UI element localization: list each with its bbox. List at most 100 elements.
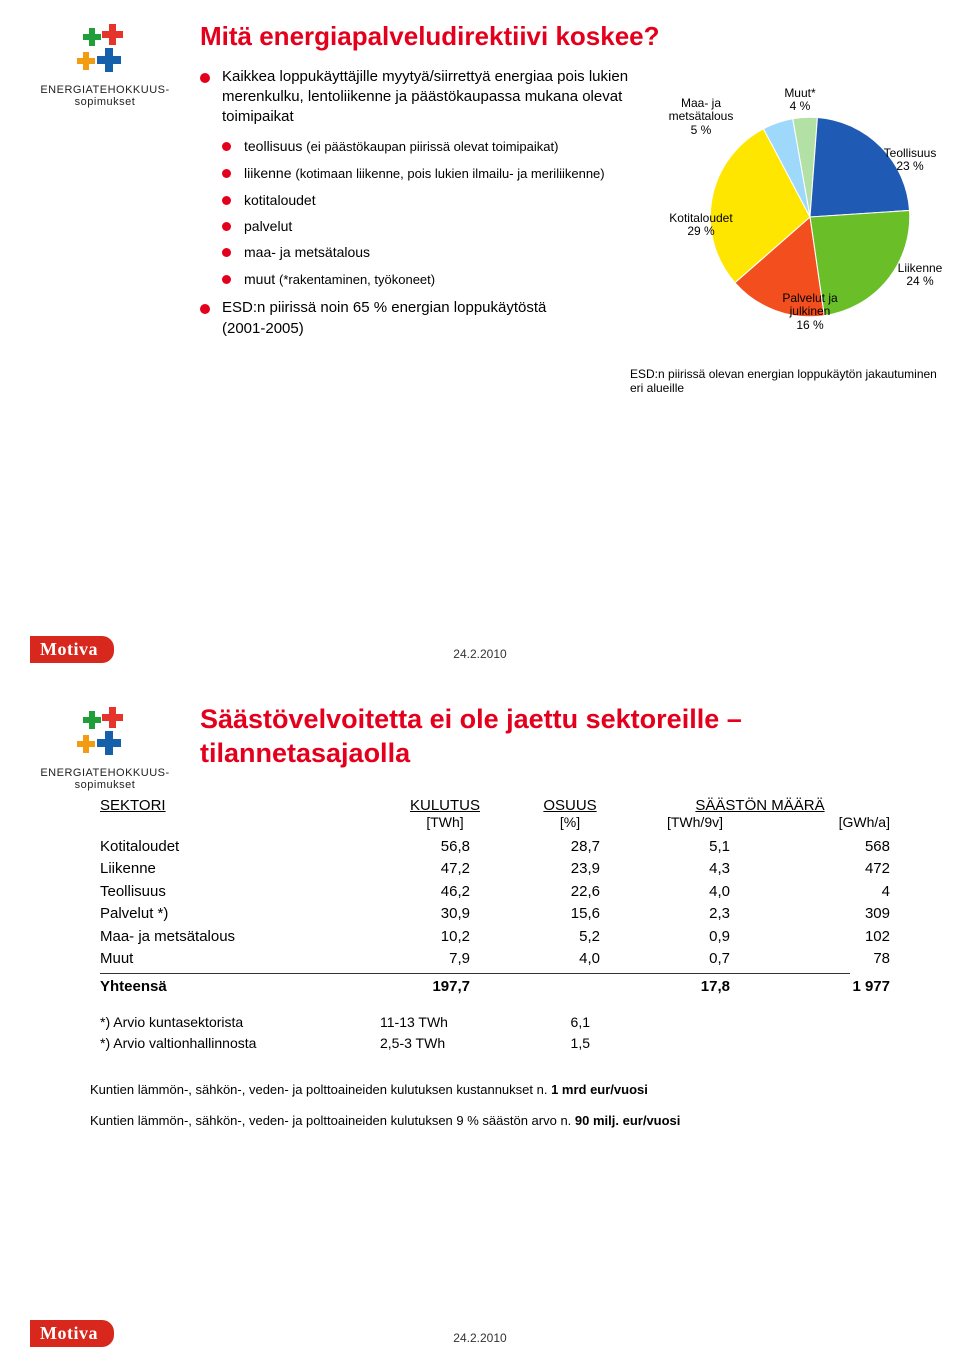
pie-label-mm-text: Maa- jametsätalous5 % <box>669 96 734 138</box>
table-cell: 10,2 <box>380 926 510 949</box>
sub-muut: muut (*rakentaminen, työkoneet) <box>222 270 630 289</box>
unit-gwha: [GWh/a] <box>760 814 890 830</box>
plus-logo-icon <box>69 20 141 80</box>
unit-pct: [%] <box>510 814 630 830</box>
bullet-intro-text: Kaikkea loppukäyttäjille myytyä/siirrett… <box>222 68 628 126</box>
table-cell: 102 <box>760 926 890 949</box>
sub-palvelut: palvelut <box>222 217 630 235</box>
footer-date: 24.2.2010 <box>453 647 506 661</box>
pie-label-teo: Teollisuus23 % <box>870 147 950 175</box>
footnote-row: *) Arvio valtionhallinnosta2,5-3 TWh1,5 <box>100 1033 930 1054</box>
sub-liikenne-paren: (kotimaan liikenne, pois lukien ilmailu-… <box>295 166 604 181</box>
table-row: Liikenne47,223,94,3472 <box>100 858 920 881</box>
footnote-row: *) Arvio kuntasektorista11-13 TWh6,1 <box>100 1012 930 1033</box>
table-cell: Muut <box>100 948 380 971</box>
brand-text-1b: ENERGIATEHOKKUUS- <box>30 767 180 779</box>
table-cell: 47,2 <box>380 858 510 881</box>
note-2: Kuntien lämmön-, sähkön-, veden- ja polt… <box>90 1113 930 1128</box>
table-cell: Maa- ja metsätalous <box>100 926 380 949</box>
total-osuus <box>510 976 630 999</box>
slide-2: ENERGIATEHOKKUUS- sopimukset Säästövelvo… <box>0 683 960 1367</box>
footnote-val2: 1,5 <box>510 1033 590 1054</box>
table-cell: 2,3 <box>630 903 760 926</box>
table-cell: 15,6 <box>510 903 630 926</box>
pie-label-lii-text: Liikenne24 % <box>898 261 943 289</box>
pie-label-pal: Palvelut jajulkinen16 % <box>765 292 855 333</box>
pie-label-lii: Liikenne24 % <box>880 262 960 290</box>
footnote-label: *) Arvio kuntasektorista <box>100 1012 380 1033</box>
table-cell: 30,9 <box>380 903 510 926</box>
table-cell: 309 <box>760 903 890 926</box>
table-cell: 568 <box>760 836 890 859</box>
table-row: Muut7,94,00,778 <box>100 948 920 971</box>
total-twh9v: 17,8 <box>630 976 760 999</box>
sub-maa-metsa: maa- ja metsätalous <box>222 243 630 261</box>
table-cell: 28,7 <box>510 836 630 859</box>
slide1-body: Kaikkea loppukäyttäjille myytyä/siirrett… <box>200 67 930 407</box>
note-1-bold: 1 mrd eur/vuosi <box>551 1082 648 1097</box>
table-divider <box>100 973 850 974</box>
pie-label-kot: Kotitaloudet29 % <box>656 212 746 240</box>
table-cell: 4 <box>760 881 890 904</box>
bullet-intro: Kaikkea loppukäyttäjille myytyä/siirrett… <box>200 67 630 289</box>
footnote-label: *) Arvio valtionhallinnosta <box>100 1033 380 1054</box>
slide2-title: Säästövelvoitetta ei ole jaettu sektorei… <box>200 703 930 771</box>
table-cell: 5,1 <box>630 836 760 859</box>
footnote-val1: 11-13 TWh <box>380 1012 510 1033</box>
brand-text-2: sopimukset <box>30 96 180 108</box>
sub-teollisuus-label: teollisuus <box>244 138 306 154</box>
pie-label-kot-text: Kotitaloudet29 % <box>669 211 732 239</box>
brand-logo: ENERGIATEHOKKUUS- sopimukset <box>30 20 180 108</box>
table-cell: 7,9 <box>380 948 510 971</box>
table-cell: 22,6 <box>510 881 630 904</box>
table-cell: 5,2 <box>510 926 630 949</box>
footer-date-2: 24.2.2010 <box>453 1331 506 1345</box>
sub-teollisuus: teollisuus (ei päästökaupan piirissä ole… <box>222 137 630 156</box>
th-saasto: SÄÄSTÖN MÄÄRÄ <box>630 797 890 814</box>
pie-label-mm: Maa- jametsätalous5 % <box>656 97 746 138</box>
total-gwha: 1 977 <box>760 976 890 999</box>
slide-1: ENERGIATEHOKKUUS- sopimukset Mitä energi… <box>0 0 960 683</box>
table-cell: 0,9 <box>630 926 760 949</box>
table-cell: 0,7 <box>630 948 760 971</box>
table-row: Palvelut *)30,915,62,3309 <box>100 903 920 926</box>
pie-caption: ESD:n piirissä olevan energian loppukäyt… <box>630 367 950 395</box>
th-kulutus: KULUTUS <box>380 797 510 814</box>
unit-twh: [TWh] <box>380 814 510 830</box>
table-cell: 4,3 <box>630 858 760 881</box>
table-cell: 4,0 <box>630 881 760 904</box>
pie-chart: Maa- jametsätalous5 % Muut*4 % Teollisuu… <box>630 67 930 407</box>
unit-twh9v: [TWh/9v] <box>630 814 760 830</box>
brand-logo-2: ENERGIATEHOKKUUS- sopimukset <box>30 703 180 791</box>
table-cell: Palvelut *) <box>100 903 380 926</box>
sub-muut-label: muut <box>244 271 279 287</box>
table-units-row: [TWh] [%] [TWh/9v] [GWh/a] <box>100 814 920 830</box>
th-osuus: OSUUS <box>510 797 630 814</box>
table-cell: Teollisuus <box>100 881 380 904</box>
table-cell: 472 <box>760 858 890 881</box>
table-cell: 23,9 <box>510 858 630 881</box>
note-1-text: Kuntien lämmön-, sähkön-, veden- ja polt… <box>90 1082 551 1097</box>
bullet-list: Kaikkea loppukäyttäjille myytyä/siirrett… <box>200 67 630 407</box>
plus-logo-icon-2 <box>69 703 141 763</box>
table-header-row: SEKTORI KULUTUS OSUUS SÄÄSTÖN MÄÄRÄ <box>100 797 920 814</box>
total-label: Yhteensä <box>100 976 380 999</box>
motiva-badge: Motiva <box>30 636 114 663</box>
table-total-row: Yhteensä 197,7 17,8 1 977 <box>100 976 920 999</box>
sub-liikenne-label: liikenne <box>244 165 295 181</box>
pie-label-muu: Muut*4 % <box>770 87 830 115</box>
bullet-esd-years: (2001-2005) <box>222 320 304 337</box>
table-row: Teollisuus46,222,64,04 <box>100 881 920 904</box>
sub-liikenne: liikenne (kotimaan liikenne, pois lukien… <box>222 164 630 183</box>
note-1: Kuntien lämmön-, sähkön-, veden- ja polt… <box>90 1082 930 1097</box>
bullet-esd-text: ESD:n piirissä noin 65 % energian loppuk… <box>222 299 546 316</box>
pie-label-muu-text: Muut*4 % <box>784 86 815 114</box>
slide1-title: Mitä energiapalveludirektiivi koskee? <box>200 20 930 53</box>
table-cell: 78 <box>760 948 890 971</box>
pie-label-teo-text: Teollisuus23 % <box>884 146 937 174</box>
table-cell: Liikenne <box>100 858 380 881</box>
footnote-val1: 2,5-3 TWh <box>380 1033 510 1054</box>
table-body: Kotitaloudet56,828,75,1568Liikenne47,223… <box>100 836 920 971</box>
bullet-esd: ESD:n piirissä noin 65 % energian loppuk… <box>200 298 630 339</box>
sector-table: SEKTORI KULUTUS OSUUS SÄÄSTÖN MÄÄRÄ [TWh… <box>100 797 920 999</box>
